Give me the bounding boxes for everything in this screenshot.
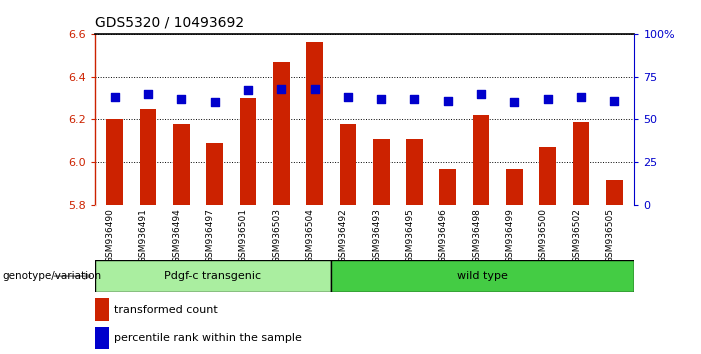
- Text: GSM936490: GSM936490: [106, 208, 115, 263]
- Text: GDS5320 / 10493692: GDS5320 / 10493692: [95, 16, 244, 30]
- Text: GSM936501: GSM936501: [239, 208, 248, 263]
- Point: [342, 94, 353, 100]
- Text: GSM936499: GSM936499: [505, 208, 515, 263]
- Bar: [273, 62, 290, 205]
- Bar: [206, 143, 223, 205]
- Text: percentile rank within the sample: percentile rank within the sample: [114, 333, 302, 343]
- Text: GSM936492: GSM936492: [339, 208, 348, 263]
- Text: GSM936495: GSM936495: [405, 208, 414, 263]
- Bar: [95, 327, 109, 349]
- Point: [542, 96, 553, 102]
- Bar: [306, 42, 323, 205]
- Point: [209, 99, 220, 105]
- FancyBboxPatch shape: [331, 260, 634, 292]
- Text: GSM936493: GSM936493: [372, 208, 381, 263]
- Bar: [373, 139, 390, 205]
- Bar: [406, 139, 423, 205]
- Bar: [95, 298, 109, 321]
- Text: GSM936491: GSM936491: [139, 208, 148, 263]
- Point: [309, 86, 320, 91]
- Bar: [472, 115, 489, 205]
- Bar: [339, 124, 356, 205]
- Bar: [139, 109, 156, 205]
- Point: [576, 94, 587, 100]
- Bar: [606, 179, 622, 205]
- Text: GSM936504: GSM936504: [306, 208, 315, 263]
- Text: transformed count: transformed count: [114, 304, 218, 315]
- Point: [509, 99, 520, 105]
- Point: [608, 98, 620, 103]
- Text: GSM936505: GSM936505: [606, 208, 614, 263]
- Text: GSM936503: GSM936503: [272, 208, 281, 263]
- Point: [142, 91, 154, 97]
- Point: [475, 91, 486, 97]
- Bar: [107, 119, 123, 205]
- Text: genotype/variation: genotype/variation: [2, 271, 101, 281]
- Point: [275, 86, 287, 91]
- Point: [376, 96, 387, 102]
- Text: GSM936502: GSM936502: [572, 208, 581, 263]
- Bar: [540, 147, 556, 205]
- Point: [243, 87, 254, 93]
- Bar: [573, 122, 590, 205]
- Bar: [440, 169, 456, 205]
- Text: GSM936500: GSM936500: [539, 208, 547, 263]
- Text: GSM936498: GSM936498: [472, 208, 481, 263]
- Point: [442, 98, 454, 103]
- Bar: [173, 124, 189, 205]
- Point: [176, 96, 187, 102]
- Bar: [506, 169, 523, 205]
- Point: [109, 94, 121, 100]
- Point: [409, 96, 420, 102]
- Text: wild type: wild type: [457, 271, 508, 281]
- Bar: [240, 98, 257, 205]
- Text: Pdgf-c transgenic: Pdgf-c transgenic: [164, 271, 261, 281]
- Text: GSM936494: GSM936494: [172, 208, 182, 263]
- Text: GSM936497: GSM936497: [205, 208, 215, 263]
- Text: GSM936496: GSM936496: [439, 208, 448, 263]
- FancyBboxPatch shape: [95, 260, 331, 292]
